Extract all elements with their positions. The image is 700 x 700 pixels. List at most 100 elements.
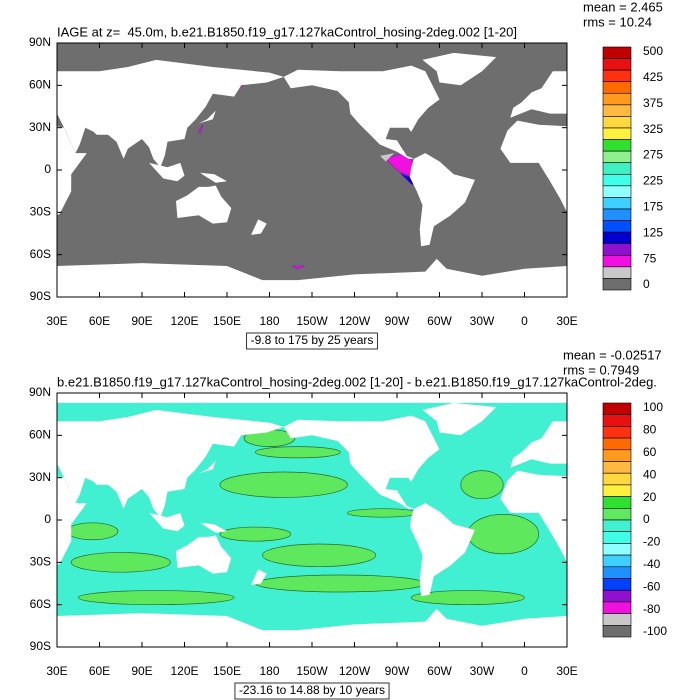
x-tick-label: 90E (131, 314, 152, 328)
positive-anomaly (254, 446, 341, 459)
range-label: -23.16 to 14.88 by 10 years (239, 683, 385, 697)
x-tick-label: 150E (213, 314, 241, 328)
colorbar-box (602, 58, 632, 71)
x-tick-label: 0 (521, 664, 528, 678)
land (57, 59, 284, 168)
x-tick-label: 30E (556, 314, 577, 328)
colorbar-box (602, 414, 632, 427)
land (500, 470, 567, 563)
colorbar-box (602, 624, 632, 638)
colorbar-label: 20 (643, 490, 657, 504)
colorbar-box (602, 472, 632, 486)
x-tick-label: 90W (385, 314, 410, 328)
colorbar-box (602, 589, 632, 603)
positive-anomaly (467, 514, 540, 555)
y-tick-label: 0 (44, 162, 51, 176)
colorbar-box (602, 139, 632, 152)
x-tick-label: 30W (470, 664, 495, 678)
land (57, 608, 567, 647)
land (176, 535, 232, 574)
colorbar-box (602, 449, 632, 462)
colorbar-label: 225 (643, 174, 663, 188)
panel-title: IAGE at z= 45.0m, b.e21.B1850.f19_g17.12… (57, 24, 517, 39)
colorbar-box (602, 231, 632, 245)
y-tick-label: 60N (29, 428, 51, 442)
land (176, 185, 232, 224)
colorbar-box (602, 92, 632, 106)
colorbar-label: 75 (643, 251, 657, 265)
map-panel: 90N 60N 30N 0 30S 60S 90S 30E 60E 90E 120E 150E 180 1… (29, 347, 667, 700)
positive-anomaly (219, 526, 292, 542)
land (57, 126, 87, 216)
x-tick-label: 0 (521, 314, 528, 328)
colorbar-box (602, 496, 632, 509)
colorbar-box (602, 578, 632, 591)
land (422, 402, 497, 436)
positive-anomaly (347, 508, 419, 518)
colorbar-label: 100 (643, 400, 663, 414)
land (200, 172, 227, 183)
x-tick-label: 30E (46, 664, 67, 678)
colorbar-box (602, 437, 632, 451)
land (57, 258, 567, 297)
colorbar-box (602, 185, 632, 198)
positive-anomaly (410, 590, 525, 606)
land (500, 120, 567, 213)
colorbar-box (602, 613, 632, 626)
positive-anomaly (262, 543, 377, 567)
land (149, 162, 185, 182)
land (283, 65, 440, 159)
colorbar-box (602, 81, 632, 94)
colorbar-box (602, 507, 632, 521)
colorbar-label: 500 (643, 44, 663, 58)
colorbar-label: 175 (643, 200, 663, 214)
x-tick-label: 60W (427, 664, 452, 678)
positive-anomaly (254, 574, 426, 593)
land (409, 503, 475, 597)
x-tick-label: 120E (170, 314, 198, 328)
land (198, 110, 216, 124)
colorbar-label: 0 (643, 277, 650, 291)
x-tick-label: 150E (213, 664, 241, 678)
age-anomaly (380, 153, 395, 162)
y-tick-label: 90N (29, 385, 51, 399)
colorbar-box (602, 220, 632, 233)
y-tick-label: 30N (29, 470, 51, 484)
colorbar-box (602, 162, 632, 175)
colorbar-label: 60 (643, 445, 657, 459)
colorbar-label: 40 (643, 467, 657, 481)
x-tick-label: 30W (470, 314, 495, 328)
positive-anomaly (460, 470, 504, 500)
statistic: mean = -0.02517 (563, 347, 662, 362)
colorbar-label: -100 (643, 624, 667, 638)
colorbar-label: -40 (643, 557, 661, 571)
colorbar-box (602, 69, 632, 83)
y-tick-label: 60S (30, 247, 51, 261)
colorbar-box (602, 104, 632, 117)
y-tick-label: 60N (29, 78, 51, 92)
x-tick-label: 30E (556, 664, 577, 678)
colorbar-box (602, 173, 632, 187)
positive-anomaly (77, 590, 235, 606)
y-tick-label: 90S (30, 639, 51, 653)
positive-anomaly (219, 471, 348, 498)
colorbar-box (602, 554, 632, 568)
colorbar-box (602, 254, 632, 268)
x-tick-label: 150W (296, 664, 328, 678)
land (198, 460, 216, 474)
colorbar-label: 80 (643, 423, 657, 437)
colorbar-box (602, 426, 632, 439)
colorbar-box (602, 197, 632, 210)
x-tick-label: 180 (259, 664, 279, 678)
colorbar-box (602, 402, 632, 415)
land (422, 52, 497, 86)
x-tick-label: 120W (339, 664, 371, 678)
land (57, 409, 284, 518)
x-tick-label: 180 (259, 314, 279, 328)
panel-title: b.e21.B1850.f19_g17.127kaControl_hosing-… (57, 374, 657, 389)
range-box (234, 682, 390, 700)
colorbar-label: -20 (643, 535, 661, 549)
y-tick-label: 60S (30, 597, 51, 611)
x-tick-label: 120W (339, 314, 371, 328)
